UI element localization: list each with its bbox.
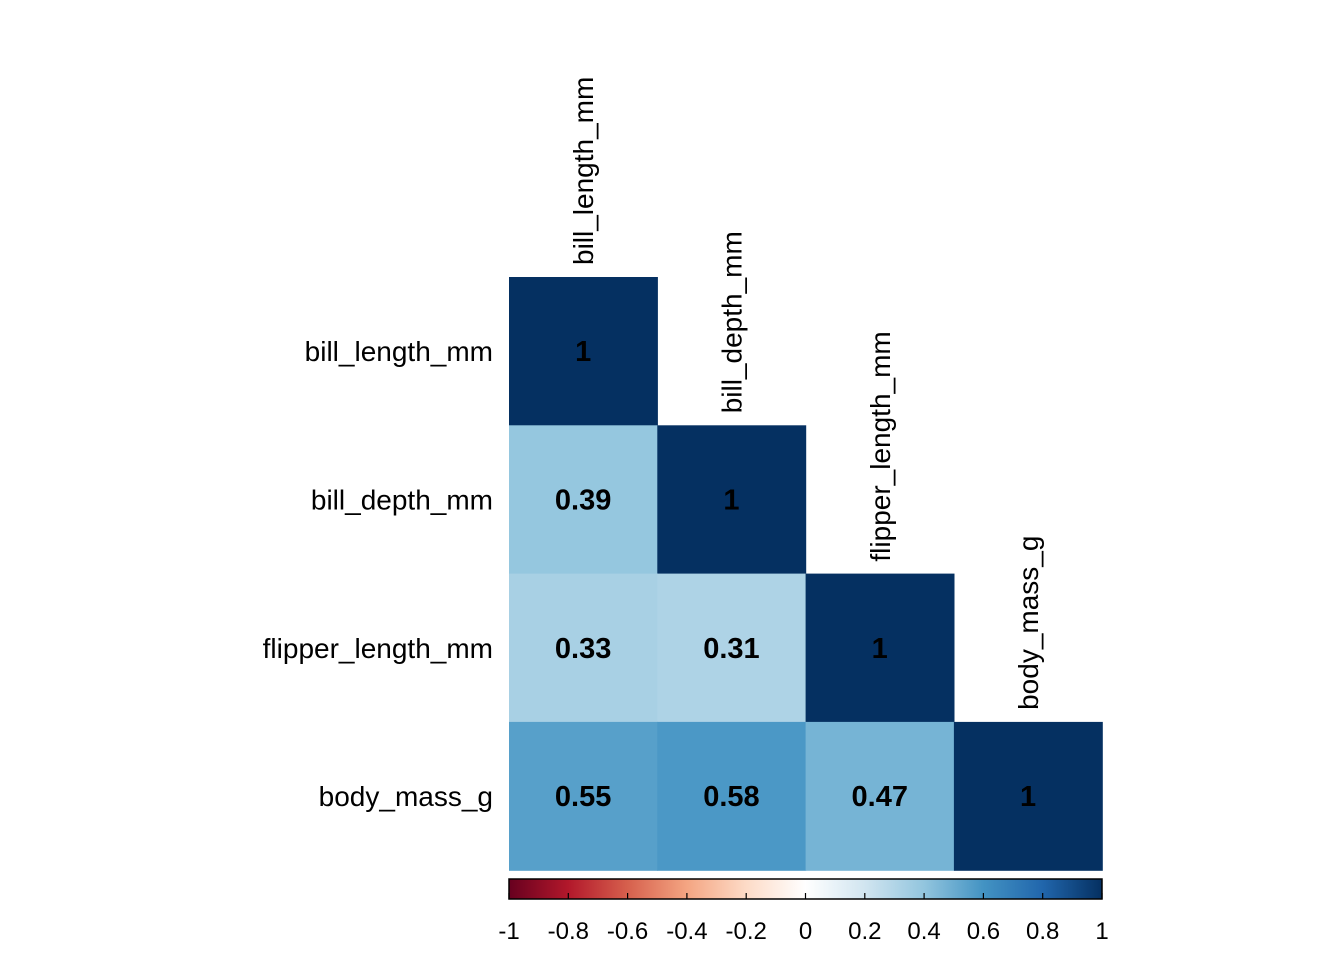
heatmap-cell-flipper_length_mm-bill_length_mm <box>509 573 658 723</box>
column-label-flipper_length_mm: flipper_length_mm <box>865 331 896 561</box>
colorbar-tick-label: 1 <box>1095 918 1108 945</box>
cell-value-label: 1 <box>723 484 739 516</box>
cell-value-label: 0.39 <box>555 484 611 516</box>
heatmap-cell-flipper_length_mm-flipper_length_mm <box>805 573 955 723</box>
heatmap-cell-body_mass_g-bill_length_mm <box>509 721 658 871</box>
column-label-bill_depth_mm: bill_depth_mm <box>716 231 747 413</box>
colorbar-tick-label: 0.2 <box>848 918 881 945</box>
heatmap-cell-flipper_length_mm-bill_depth_mm <box>657 573 807 723</box>
cell-value-label: 0.55 <box>555 781 611 813</box>
cell-value-label: 0.47 <box>852 781 908 813</box>
heatmap-cells: 1 0.39 1 0.33 0.31 1 0.55 0.58 0.47 1 <box>509 277 1103 871</box>
heatmap-cell-body_mass_g-bill_depth_mm <box>657 721 807 871</box>
row-label-bill_depth_mm: bill_depth_mm <box>311 484 493 515</box>
column-labels: bill_length_mm bill_depth_mm flipper_lengt… <box>568 77 1044 710</box>
cell-value-label: 1 <box>1020 781 1036 813</box>
heatmap-cell-body_mass_g-flipper_length_mm <box>805 721 955 871</box>
colorbar-tick-label: -0.2 <box>726 918 767 945</box>
colorbar-tick-label: 0.8 <box>1026 918 1059 945</box>
heatmap-cell-bill_depth_mm-bill_depth_mm <box>657 425 807 575</box>
cell-value-label: 1 <box>575 336 591 368</box>
colorbar-tick-label: 0 <box>799 918 812 945</box>
colorbar-tick-label: -0.8 <box>548 918 589 945</box>
colorbar: -1 -0.8 -0.6 -0.4 -0.2 0 0.2 0.4 0.6 0.8 1 <box>498 878 1109 945</box>
cell-value-label: 0.58 <box>703 781 759 813</box>
cell-value-label: 0.33 <box>555 633 611 665</box>
colorbar-tick-label: 0.4 <box>907 918 940 945</box>
colorbar-tick-label: -1 <box>498 918 519 945</box>
row-label-bill_length_mm: bill_length_mm <box>305 336 493 367</box>
column-label-bill_length_mm: bill_length_mm <box>568 77 599 265</box>
colorbar-tick-label: 0.6 <box>967 918 1000 945</box>
row-label-flipper_length_mm: flipper_length_mm <box>263 633 493 664</box>
column-label-body_mass_g: body_mass_g <box>1013 536 1044 710</box>
row-labels: bill_length_mm bill_depth_mm flipper_lengt… <box>263 336 493 812</box>
heatmap-cell-bill_length_mm-bill_length_mm <box>509 277 658 426</box>
cell-value-label: 1 <box>872 633 888 665</box>
row-label-body_mass_g: body_mass_g <box>319 781 493 812</box>
cell-value-label: 0.31 <box>703 633 759 665</box>
heatmap-cell-body_mass_g-body_mass_g <box>953 721 1103 871</box>
colorbar-tick-label: -0.4 <box>666 918 707 945</box>
colorbar-tick-label: -0.6 <box>607 918 648 945</box>
heatmap-cell-bill_depth_mm-bill_length_mm <box>509 425 658 575</box>
